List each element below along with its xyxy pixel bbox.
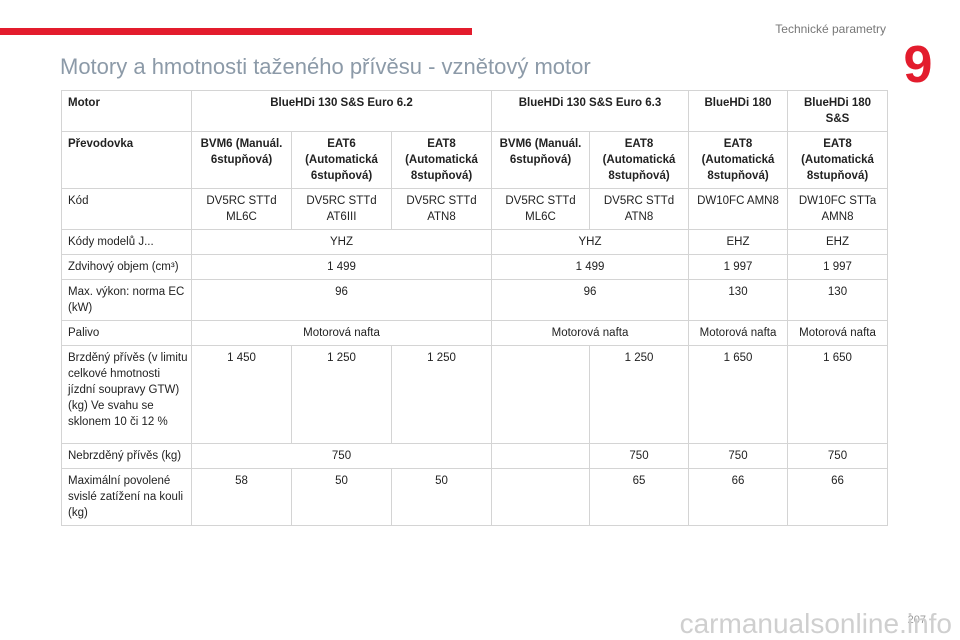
table-cell: 58 — [191, 468, 292, 526]
table-row-braked-trailer: Brzděný přívěs (v limitu celkové hmotnos… — [61, 345, 888, 444]
table-cell — [491, 443, 590, 469]
table-row-code: Kód DV5RC STTd ML6C DV5RC STTd AT6III DV… — [61, 188, 888, 230]
table-cell: 1 650 — [688, 345, 788, 444]
table-cell: 1 450 — [191, 345, 292, 444]
row-label: Motor — [61, 90, 192, 132]
table-row-displacement: Zdvihový objem (cm³) 1 499 1 499 1 997 1… — [61, 254, 888, 280]
table-cell: DW10FC AMN8 — [688, 188, 788, 230]
table-cell: 96 — [191, 279, 492, 321]
table-cell: EAT8 (Automatická 8stupňová) — [589, 131, 689, 189]
table-cell: 1 250 — [291, 345, 392, 444]
engine-header: BlueHDi 180 — [688, 90, 788, 132]
table-cell: YHZ — [191, 229, 492, 255]
table-cell: BVM6 (Manuál. 6stupňová) — [491, 131, 590, 189]
table-row-model-codes: Kódy modelů J... YHZ YHZ EHZ EHZ — [61, 229, 888, 255]
table-row-nose-weight: Maximální povolené svislé zatížení na ko… — [61, 468, 888, 526]
table-cell — [491, 345, 590, 444]
table-cell: 1 650 — [787, 345, 888, 444]
table-cell: Motorová nafta — [787, 320, 888, 346]
table-cell: BVM6 (Manuál. 6stupňová) — [191, 131, 292, 189]
table-cell: 50 — [291, 468, 392, 526]
table-cell: EAT8 (Automatická 8stupňová) — [688, 131, 788, 189]
table-cell: 1 499 — [191, 254, 492, 280]
table-cell: DV5RC STTd ATN8 — [589, 188, 689, 230]
row-label: Zdvihový objem (cm³) — [61, 254, 192, 280]
engine-header: BlueHDi 180 S&S — [787, 90, 888, 132]
table-cell: 1 997 — [787, 254, 888, 280]
table-cell: Motorová nafta — [191, 320, 492, 346]
table-cell: 66 — [688, 468, 788, 526]
table-cell: EAT8 (Automatická 8stupňová) — [391, 131, 492, 189]
table-cell — [491, 468, 590, 526]
table-cell: EAT8 (Automatická 8stupňová) — [787, 131, 888, 189]
watermark: carmanualsonline.info — [679, 608, 952, 639]
table-cell: EHZ — [787, 229, 888, 255]
table-cell: 750 — [589, 443, 689, 469]
table-row-motor: Motor BlueHDi 130 S&S Euro 6.2 BlueHDi 1… — [61, 90, 888, 132]
table-cell: 1 997 — [688, 254, 788, 280]
section-title: Technické parametry — [775, 22, 886, 36]
table-cell: DV5RC STTd ML6C — [491, 188, 590, 230]
row-label: Brzděný přívěs (v limitu celkové hmotnos… — [61, 345, 192, 444]
table-cell: Motorová nafta — [688, 320, 788, 346]
table-cell: DW10FC STTa AMN8 — [787, 188, 888, 230]
table-cell: 1 499 — [491, 254, 689, 280]
row-label: Kód — [61, 188, 192, 230]
row-label: Max. výkon: norma EC (kW) — [61, 279, 192, 321]
engine-specs-table: Motor BlueHDi 130 S&S Euro 6.2 BlueHDi 1… — [61, 90, 888, 526]
table-cell: 750 — [191, 443, 492, 469]
table-cell: 750 — [688, 443, 788, 469]
table-cell: 1 250 — [391, 345, 492, 444]
engine-header: BlueHDi 130 S&S Euro 6.3 — [491, 90, 689, 132]
row-label: Maximální povolené svislé zatížení na ko… — [61, 468, 192, 526]
row-label: Převodovka — [61, 131, 192, 189]
row-label: Palivo — [61, 320, 192, 346]
table-cell: 96 — [491, 279, 689, 321]
table-cell: 50 — [391, 468, 492, 526]
row-label: Kódy modelů J... — [61, 229, 192, 255]
table-cell: YHZ — [491, 229, 689, 255]
table-cell: 750 — [787, 443, 888, 469]
table-row-unbraked-trailer: Nebrzděný přívěs (kg) 750 750 750 750 — [61, 443, 888, 469]
table-cell: 66 — [787, 468, 888, 526]
table-cell: EHZ — [688, 229, 788, 255]
row-label: Nebrzděný přívěs (kg) — [61, 443, 192, 469]
chapter-number: 9 — [903, 36, 933, 94]
table-cell: 1 250 — [589, 345, 689, 444]
table-row-power: Max. výkon: norma EC (kW) 96 96 130 130 — [61, 279, 888, 321]
table-cell: EAT6 (Automatická 6stupňová) — [291, 131, 392, 189]
page-title: Motory a hmotnosti taženého přívěsu - vz… — [60, 54, 591, 79]
table-row-gearbox: Převodovka BVM6 (Manuál. 6stupňová) EAT6… — [61, 131, 888, 189]
table-cell: Motorová nafta — [491, 320, 689, 346]
page-number: 207 — [907, 614, 926, 626]
table-cell: 130 — [688, 279, 788, 321]
table-cell: 65 — [589, 468, 689, 526]
table-cell: 130 — [787, 279, 888, 321]
table-cell: DV5RC STTd ML6C — [191, 188, 292, 230]
table-cell: DV5RC STTd ATN8 — [391, 188, 492, 230]
table-row-fuel: Palivo Motorová nafta Motorová nafta Mot… — [61, 320, 888, 346]
table-cell: DV5RC STTd AT6III — [291, 188, 392, 230]
accent-bar — [0, 28, 472, 35]
engine-header: BlueHDi 130 S&S Euro 6.2 — [191, 90, 492, 132]
